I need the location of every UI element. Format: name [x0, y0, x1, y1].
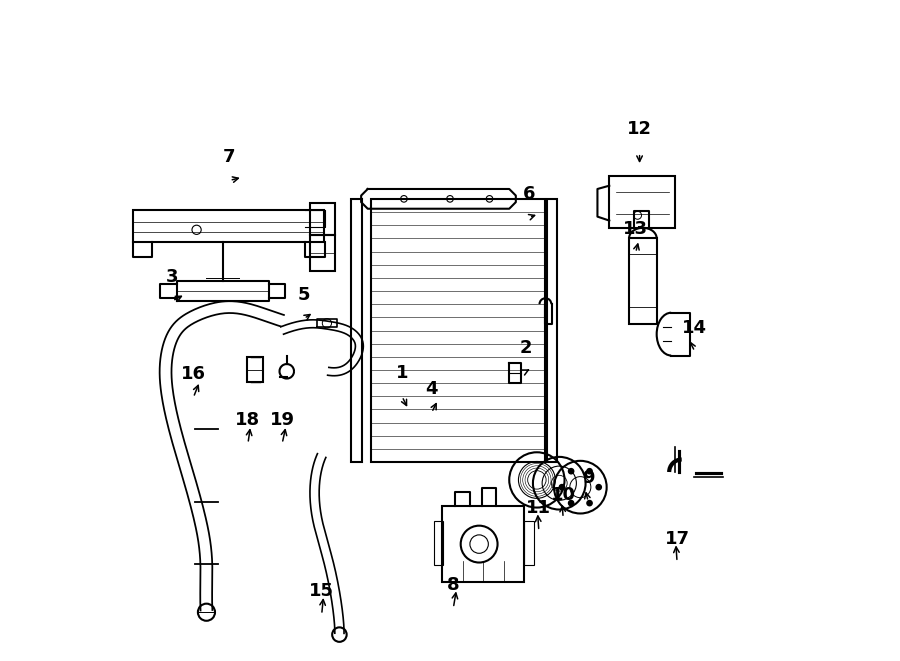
Circle shape	[569, 500, 573, 506]
Text: 1: 1	[396, 364, 409, 382]
Bar	[371, 199, 545, 462]
Text: 19: 19	[270, 411, 294, 429]
Text: 18: 18	[236, 411, 260, 429]
Bar	[434, 521, 444, 565]
Bar	[525, 521, 534, 565]
Text: 12: 12	[627, 120, 652, 138]
Text: 10: 10	[551, 486, 576, 504]
Text: 9: 9	[582, 469, 595, 487]
Bar	[609, 176, 675, 229]
Bar	[351, 199, 362, 462]
Bar	[310, 204, 336, 235]
Bar	[629, 239, 657, 324]
Text: 17: 17	[664, 529, 689, 548]
Circle shape	[596, 485, 601, 490]
Bar	[442, 506, 525, 582]
Text: 3: 3	[166, 268, 178, 286]
Text: 5: 5	[298, 286, 310, 304]
Bar	[132, 210, 324, 242]
Text: 15: 15	[309, 582, 334, 600]
Circle shape	[587, 469, 592, 474]
Circle shape	[559, 485, 564, 490]
Text: 13: 13	[623, 220, 648, 239]
Text: 16: 16	[181, 365, 206, 383]
Circle shape	[587, 500, 592, 506]
Circle shape	[569, 469, 573, 474]
Bar	[310, 235, 336, 271]
Text: 2: 2	[519, 339, 532, 357]
Text: 11: 11	[526, 499, 552, 517]
Text: 14: 14	[682, 319, 707, 337]
Text: 4: 4	[426, 380, 437, 399]
Text: 8: 8	[447, 576, 460, 594]
Bar	[547, 199, 556, 462]
Text: 7: 7	[223, 148, 236, 166]
Text: 6: 6	[523, 185, 536, 203]
Bar	[248, 357, 263, 382]
